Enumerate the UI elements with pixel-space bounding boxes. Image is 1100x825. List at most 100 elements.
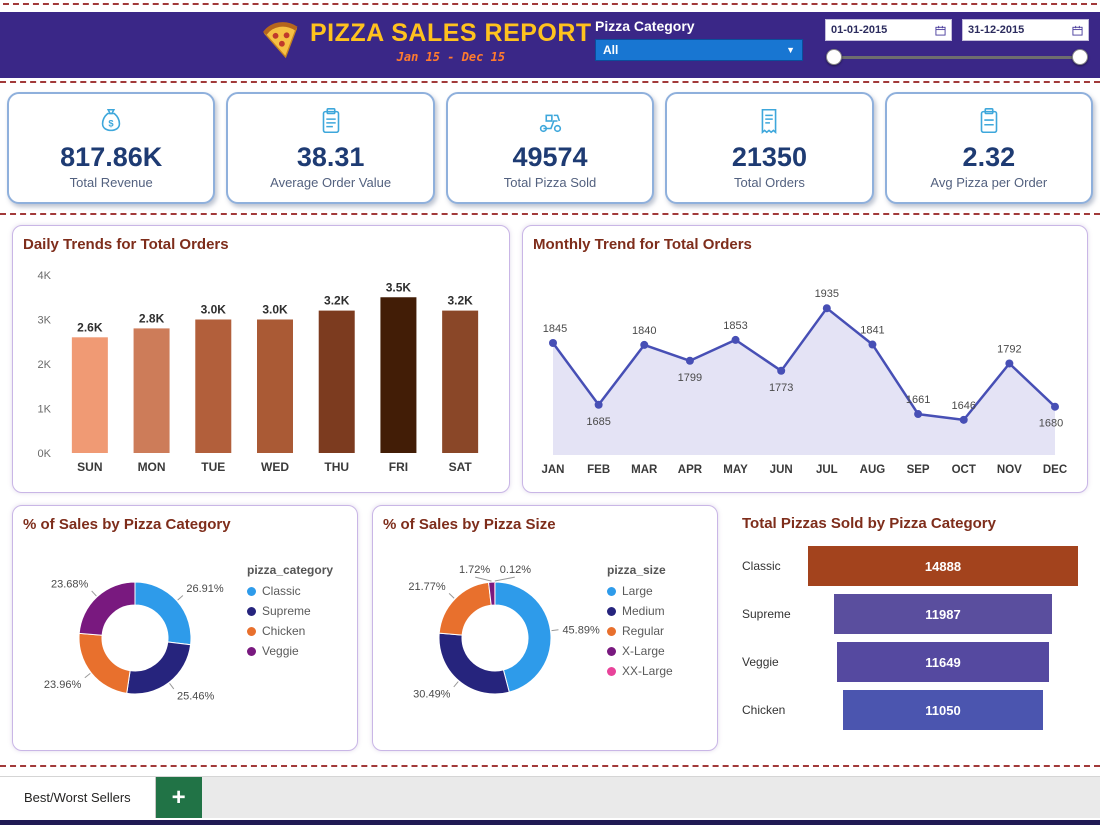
- category-donut-svg[interactable]: 26.91% 25.46% 23.96% 23.68%: [23, 535, 247, 735]
- bottom-edge-strip: [0, 820, 1100, 825]
- legend-label: Classic: [262, 584, 301, 598]
- slice-regular[interactable]: [438, 581, 492, 636]
- legend-item-large[interactable]: Large: [607, 584, 707, 598]
- data-point-mar[interactable]: [640, 340, 649, 349]
- funnel-row-veggie: Veggie 11649: [742, 640, 1078, 684]
- x-axis-label: JAN: [541, 464, 564, 476]
- pizza-category-label: Pizza Category: [595, 18, 695, 34]
- bar-tue[interactable]: [195, 319, 232, 454]
- kpi-card-total-pizza-sold: 49574 Total Pizza Sold: [445, 92, 655, 204]
- legend-dot: [607, 586, 616, 596]
- x-axis-label: THU: [324, 460, 349, 474]
- bar-sat[interactable]: [442, 310, 479, 453]
- chart-title: Total Pizzas Sold by Pizza Category: [742, 515, 996, 532]
- bar-fri[interactable]: [380, 297, 417, 453]
- legend-title: pizza_size: [607, 563, 666, 577]
- slice-large[interactable]: [494, 581, 552, 693]
- data-point-oct[interactable]: [959, 415, 968, 424]
- x-axis-label: MAY: [723, 464, 748, 476]
- legend-item-classic[interactable]: Classic: [247, 584, 347, 598]
- legend-item-veggie[interactable]: Veggie: [247, 644, 347, 658]
- legend-label: Chicken: [262, 624, 306, 638]
- bar-mon[interactable]: [133, 328, 170, 453]
- slice-medium[interactable]: [438, 632, 510, 695]
- label-leader-line: [169, 683, 175, 690]
- data-point-nov[interactable]: [1005, 359, 1014, 368]
- data-point-dec[interactable]: [1051, 402, 1059, 411]
- brand-text: PIZZA SALES REPORT Jan 15 - Dec 15: [310, 19, 592, 63]
- daily-trends-bar-chart[interactable]: 0K 1K 2K 3K 4K 2.6K SUN 2.8K MON 3.0K TUE 3.0K WED 3.…: [23, 255, 499, 486]
- kpi-card-total-revenue: $ 817.86K Total Revenue: [7, 92, 216, 204]
- legend-dot: [247, 586, 256, 596]
- legend-item-chicken[interactable]: Chicken: [247, 624, 347, 638]
- tab-best-worst-sellers[interactable]: Best/Worst Sellers: [0, 777, 156, 818]
- bar-sun[interactable]: [71, 337, 108, 453]
- funnel-category-label: Veggie: [742, 655, 779, 669]
- y-tick-label: 4K: [38, 270, 52, 282]
- x-axis-label: TUE: [201, 460, 225, 474]
- category-donut-chart[interactable]: 26.91% 25.46% 23.96% 23.68%: [23, 535, 247, 740]
- point-value-label: 1853: [723, 320, 747, 332]
- bar-thu[interactable]: [318, 310, 355, 453]
- legend-item-xx-large[interactable]: XX-Large: [607, 664, 707, 678]
- size-donut-svg[interactable]: 45.89% 30.49% 21.77% 1.72% 0.12%: [383, 535, 607, 735]
- end-date-input[interactable]: 31-12-2015: [963, 20, 1088, 40]
- legend-item-x-large[interactable]: X-Large: [607, 644, 707, 658]
- data-point-sep[interactable]: [914, 410, 923, 419]
- funnel-bar-classic[interactable]: 14888: [808, 546, 1078, 586]
- data-point-jan[interactable]: [549, 339, 557, 347]
- end-date-value: 31-12-2015: [968, 24, 1025, 36]
- size-donut-chart[interactable]: 45.89% 30.49% 21.77% 1.72% 0.12%: [383, 535, 607, 740]
- legend-label: X-Large: [622, 644, 665, 658]
- pizza-category-dropdown[interactable]: All ▼: [595, 39, 803, 61]
- data-point-jul[interactable]: [822, 304, 831, 313]
- slice-x-large[interactable]: [487, 581, 496, 606]
- slice-percent-label: 45.89%: [562, 625, 600, 637]
- data-point-apr[interactable]: [685, 356, 694, 365]
- label-leader-line: [448, 593, 455, 599]
- slider-track[interactable]: [830, 56, 1084, 59]
- slice-chicken[interactable]: [78, 632, 131, 694]
- category-funnel-chart[interactable]: Classic 14888 Supreme 11987 Veggie 11649 Chick…: [742, 534, 1078, 732]
- slice-supreme[interactable]: [126, 641, 192, 695]
- x-axis-label: WED: [261, 460, 289, 474]
- start-date-input[interactable]: 01-01-2015: [826, 20, 951, 40]
- data-point-feb[interactable]: [594, 400, 603, 409]
- label-leader-line: [177, 595, 184, 601]
- monthly-trend-line-chart[interactable]: 1845 JAN 1685 FEB 1840 MAR 1799 APR 1853 MAY 1773 J…: [533, 255, 1077, 486]
- funnel-bar-supreme[interactable]: 11987: [834, 594, 1052, 634]
- x-axis-label: FEB: [587, 464, 610, 476]
- pizza-logo-icon: [262, 20, 302, 65]
- bar-wed[interactable]: [257, 319, 293, 454]
- slice-classic[interactable]: [134, 581, 192, 646]
- y-tick-label: 0K: [38, 448, 52, 460]
- point-value-label: 1685: [586, 416, 610, 428]
- point-value-label: 1845: [543, 323, 567, 335]
- slice-veggie[interactable]: [78, 581, 136, 636]
- add-page-button[interactable]: +: [155, 777, 202, 818]
- legend-item-regular[interactable]: Regular: [607, 624, 707, 638]
- donut-body: 45.89% 30.49% 21.77% 1.72% 0.12% pizza_size …: [383, 535, 707, 740]
- slider-handle-right[interactable]: [1072, 49, 1088, 65]
- brand: PIZZA SALES REPORT Jan 15 - Dec 15: [262, 19, 592, 65]
- slider-handle-left[interactable]: [826, 49, 842, 65]
- y-tick-label: 3K: [38, 315, 52, 327]
- slice-percent-label: 26.91%: [186, 583, 224, 595]
- data-point-aug[interactable]: [868, 340, 877, 349]
- funnel-bar-chicken[interactable]: 11050: [842, 690, 1044, 730]
- receipt-icon: [754, 106, 784, 141]
- point-value-label: 1646: [951, 400, 975, 412]
- monthly-line-svg[interactable]: 1845 JAN 1685 FEB 1840 MAR 1799 APR 1853 MAY 1773 J…: [533, 255, 1073, 481]
- funnel-bar-veggie[interactable]: 11649: [837, 642, 1049, 682]
- legend-items: Large Medium Regular X-Large XX-Large: [607, 584, 707, 678]
- start-date-value: 01-01-2015: [831, 24, 888, 36]
- bar-value-label: 3.0K: [262, 303, 288, 317]
- slice-percent-label: 30.49%: [413, 688, 451, 700]
- charts-row-1: Daily Trends for Total Orders 0K 1K 2K 3K 4K…: [0, 215, 1100, 497]
- date-range-slider[interactable]: [826, 48, 1088, 66]
- data-point-jun[interactable]: [777, 366, 786, 375]
- legend-item-supreme[interactable]: Supreme: [247, 604, 347, 618]
- data-point-may[interactable]: [731, 335, 740, 344]
- daily-bar-svg[interactable]: 0K 1K 2K 3K 4K 2.6K SUN 2.8K MON 3.0K TUE 3.0K WED 3.…: [23, 255, 497, 481]
- legend-item-medium[interactable]: Medium: [607, 604, 707, 618]
